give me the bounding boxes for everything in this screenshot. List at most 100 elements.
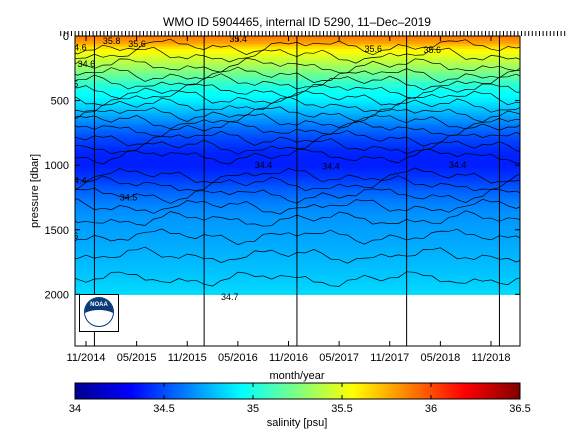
contour-label: 34.7 xyxy=(221,292,239,302)
colorbar-tick-label: 35.5 xyxy=(331,403,352,415)
salinity-layer xyxy=(75,271,520,275)
salinity-layer xyxy=(75,232,520,236)
chart-title: WMO ID 5904465, internal ID 5290, 11–Dec… xyxy=(163,15,431,29)
salinity-layer xyxy=(75,175,520,179)
y-tick-label: 0 xyxy=(63,31,69,43)
salinity-layer xyxy=(75,281,520,285)
contour-label: 34.5 xyxy=(120,192,138,202)
plot-frame xyxy=(74,35,521,347)
contour-line xyxy=(75,228,520,245)
contour-line xyxy=(75,210,520,227)
contour-label: 34.6 xyxy=(69,43,87,53)
contour-line xyxy=(75,167,520,184)
salinity-layer xyxy=(75,250,520,254)
salinity-layer xyxy=(75,92,520,97)
salinity-layer xyxy=(75,227,520,231)
salinity-layer xyxy=(75,64,520,68)
profile-ticks xyxy=(60,31,566,36)
salinity-layer xyxy=(75,229,520,233)
salinity-layer xyxy=(75,131,520,135)
salinity-layer xyxy=(75,178,520,182)
colorbar-tick-label: 34 xyxy=(69,403,81,415)
salinity-layer xyxy=(75,196,520,200)
salinity-layer xyxy=(75,103,520,107)
salinity-layer xyxy=(75,157,520,161)
salinity-layer xyxy=(75,38,520,42)
salinity-layer xyxy=(75,118,520,122)
salinity-layer xyxy=(75,72,520,76)
contour-line xyxy=(75,96,520,113)
salinity-layer xyxy=(75,203,520,208)
contour-label: 35.6 xyxy=(364,44,382,54)
contour-line xyxy=(75,38,520,56)
salinity-layer xyxy=(75,284,520,288)
salinity-layer xyxy=(75,242,520,246)
contour-line xyxy=(75,138,520,155)
x-tick-label: 05/2018 xyxy=(420,352,460,364)
salinity-layer xyxy=(75,237,520,241)
x-tick-label: 11/2014 xyxy=(67,352,106,364)
salinity-layer xyxy=(75,289,520,293)
salinity-layer xyxy=(75,193,520,197)
salinity-layer xyxy=(75,245,520,249)
contour-line xyxy=(75,198,520,215)
salinity-layer xyxy=(75,56,520,60)
salinity-layer xyxy=(75,278,520,283)
salinity-layer xyxy=(75,95,520,99)
salinity-layer xyxy=(75,165,520,169)
salinity-layer xyxy=(75,291,520,295)
salinity-layer xyxy=(75,67,520,71)
contour-label: 34.6 xyxy=(78,59,96,69)
colorbar-label: salinity [psu] xyxy=(267,417,328,429)
salinity-layer xyxy=(75,100,520,104)
salinity-layer xyxy=(75,51,520,55)
contour-label: 35.4 xyxy=(559,36,576,46)
salinity-layer xyxy=(75,69,520,73)
contour-line xyxy=(75,113,520,130)
salinity-layer xyxy=(75,260,520,264)
salinity-field xyxy=(75,36,520,295)
salinity-layer xyxy=(75,263,520,267)
salinity-layer xyxy=(75,255,520,259)
contour-label: 34.4 xyxy=(255,160,273,170)
y-tick-label: 1000 xyxy=(45,160,69,172)
x-tick-label: 05/2016 xyxy=(218,352,258,364)
salinity-layer xyxy=(75,188,520,192)
salinity-layer xyxy=(75,108,520,112)
salinity-layer xyxy=(75,162,520,166)
salinity-layer xyxy=(75,54,520,58)
salinity-layer xyxy=(75,286,520,290)
y-axis-label: pressure [dbar] xyxy=(29,154,41,228)
salinity-layer xyxy=(75,36,520,40)
x-axis-ticks: 11/2014 05/2015 11/2015 05/2016 11/2016 05/20… xyxy=(67,36,510,364)
contour-line xyxy=(75,148,520,165)
salinity-layer xyxy=(75,183,520,187)
salinity-layer xyxy=(75,77,520,81)
salinity-layer xyxy=(75,170,520,174)
salinity-layer xyxy=(75,61,520,66)
contour-line xyxy=(75,271,520,287)
contour-lines xyxy=(75,38,520,287)
colorbar xyxy=(74,382,521,400)
salinity-layer xyxy=(75,144,520,148)
salinity-layer xyxy=(75,273,520,277)
contour-line xyxy=(75,46,520,64)
plot-area: 35.635.835.435.635.635.434.434.434.434.4… xyxy=(61,36,576,346)
salinity-layer xyxy=(75,253,520,257)
salinity-layer xyxy=(75,216,520,221)
salinity-layer xyxy=(75,105,520,109)
contour-label: 34.6 xyxy=(61,231,79,241)
salinity-layer xyxy=(75,268,520,272)
salinity-layer xyxy=(75,98,520,102)
salinity-layer xyxy=(75,234,520,239)
contour-label: 34.4 xyxy=(69,176,87,186)
salinity-layer xyxy=(75,141,520,146)
salinity-layer xyxy=(75,211,520,215)
salinity-layer xyxy=(75,209,520,213)
salinity-layer xyxy=(75,123,520,128)
salinity-layer xyxy=(75,198,520,202)
contour-line xyxy=(75,246,520,264)
salinity-layer xyxy=(75,172,520,177)
salinity-layer xyxy=(75,136,520,140)
salinity-layer xyxy=(75,48,520,53)
